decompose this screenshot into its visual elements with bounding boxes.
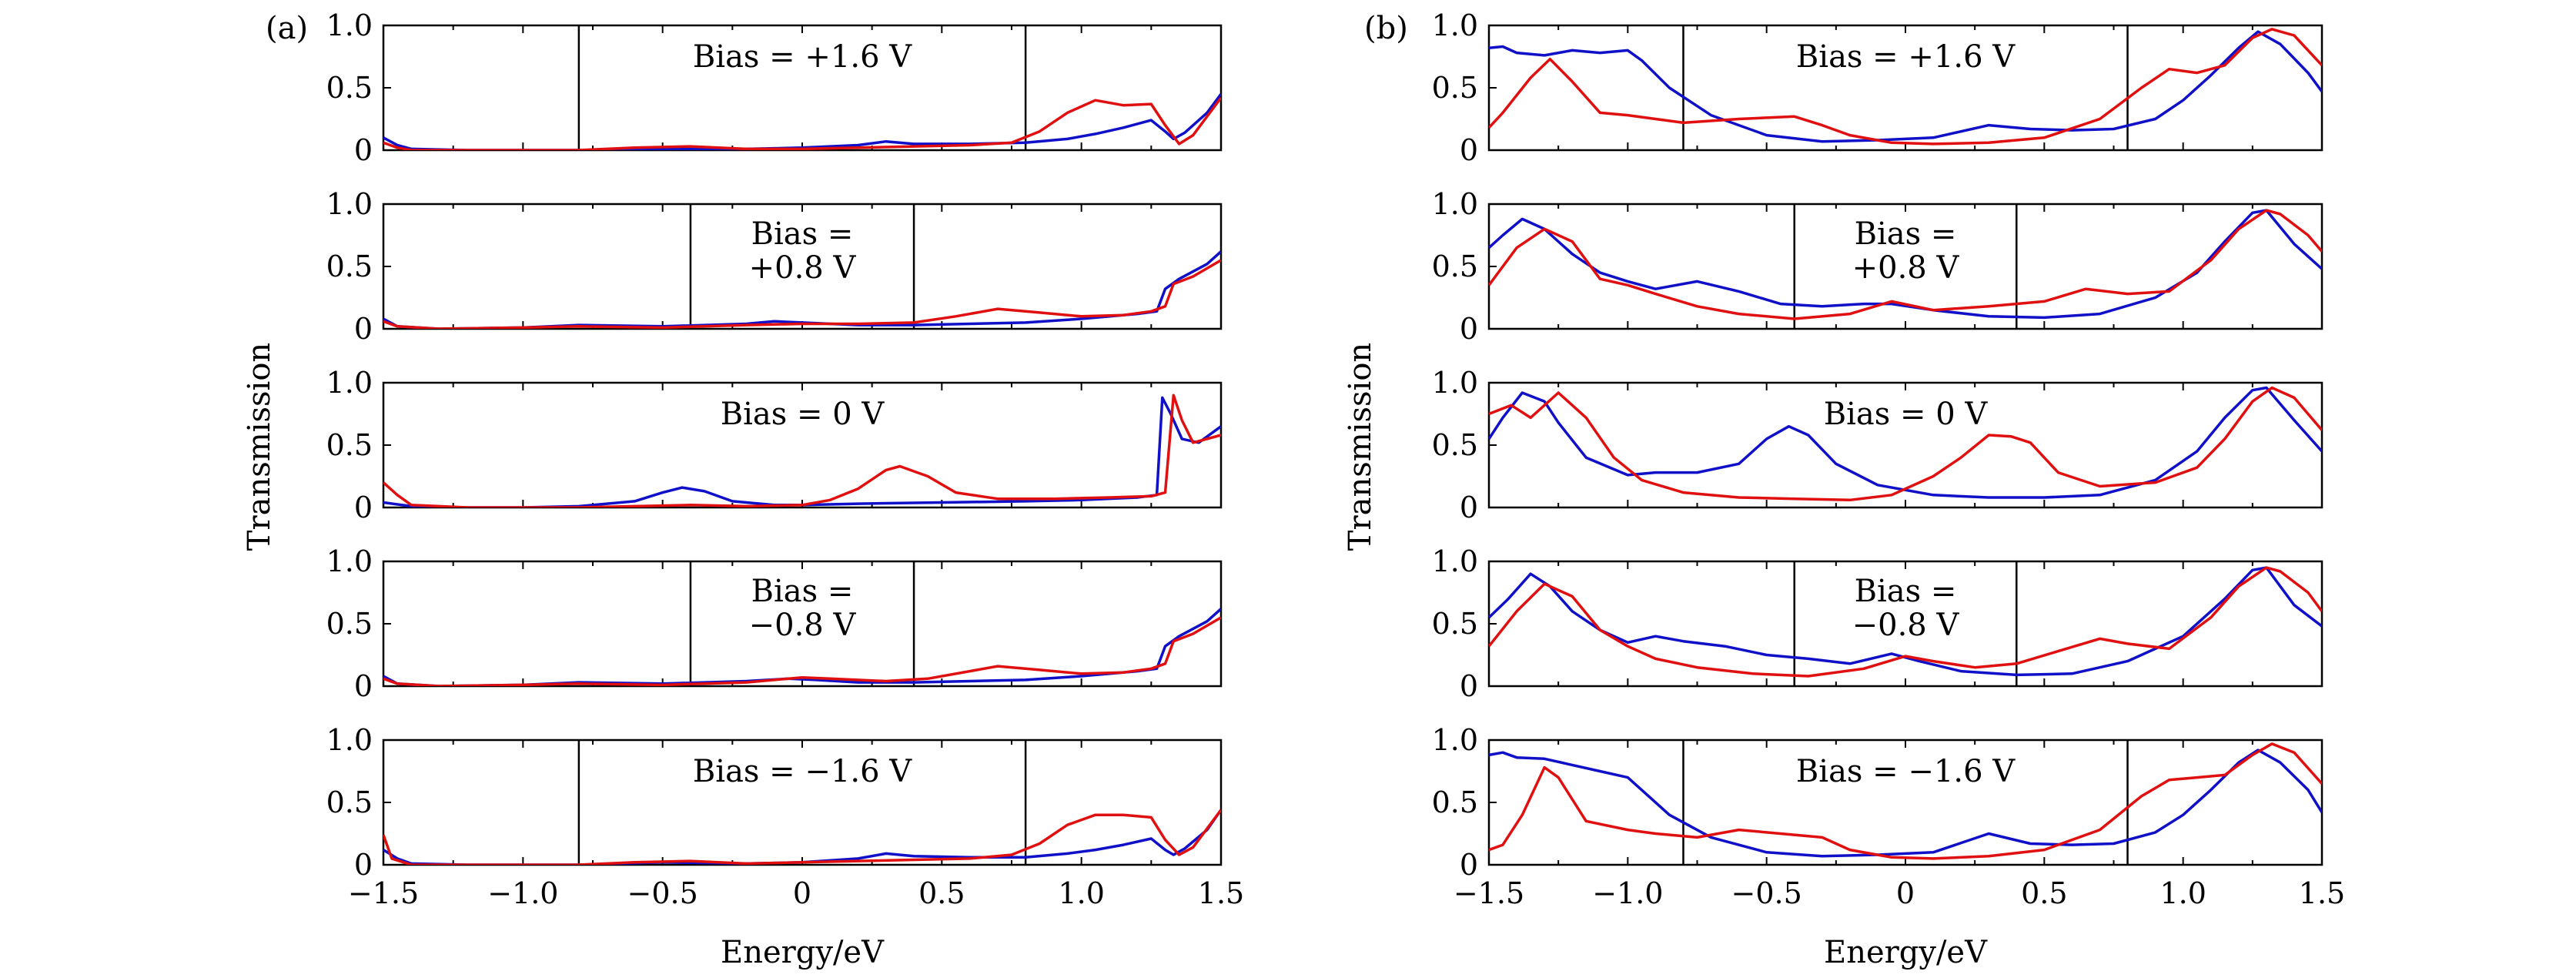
series-line-red: [383, 259, 1221, 329]
y-tick-label: 0: [354, 669, 373, 703]
series-line-red: [1489, 28, 2322, 146]
series-line-blue: [383, 93, 1221, 150]
bias-label: Bias = +1.6 V: [693, 39, 912, 75]
y-tick-label: 0: [1460, 312, 1478, 346]
y-tick-label: 0: [354, 133, 373, 167]
x-tick-label: 1.0: [2159, 876, 2206, 910]
y-tick-label: 1.0: [326, 723, 373, 757]
x-tick-label: −0.5: [1731, 876, 1802, 910]
x-tick-label: 1.0: [1058, 876, 1104, 910]
x-axis-title: Energy/eV: [721, 935, 885, 970]
y-tick-label: 0.5: [326, 71, 373, 105]
series-line-red: [383, 809, 1221, 865]
y-tick-label: 0.5: [1432, 428, 1478, 462]
y-axis-title: Transmission: [242, 343, 277, 551]
bias-label: Bias =: [1855, 574, 1957, 609]
series-line-red: [1489, 742, 2322, 860]
x-tick-label: 1.5: [2299, 876, 2345, 910]
subplot-2: 0 0.5 1.0 Bias =+0.8 V: [326, 187, 1223, 346]
x-tick-label: −1.0: [487, 876, 558, 910]
bias-label: Bias =: [751, 216, 854, 252]
subplot-4: 0 0.5 1.0 Bias =−0.8 V: [1432, 544, 2323, 703]
x-tick-label: −0.5: [627, 876, 698, 910]
y-tick-label: 0.5: [1432, 607, 1478, 641]
series-line-red: [1489, 386, 2322, 502]
y-tick-label: 0.5: [326, 428, 373, 462]
series-line-red: [1489, 566, 2322, 678]
subplot-1: 0 0.5 1.0 Bias = +1.6 V: [1432, 8, 2323, 167]
series-line-red: [383, 394, 1221, 507]
series-line-blue: [383, 809, 1221, 865]
bias-label: Bias = 0 V: [1824, 397, 1989, 432]
bias-label: −0.8 V: [1852, 608, 1960, 643]
y-tick-label: 0.5: [326, 607, 373, 641]
y-tick-label: 1.0: [1432, 187, 1478, 221]
y-tick-label: 0.5: [326, 785, 373, 819]
y-tick-label: 0.5: [1432, 71, 1478, 105]
y-tick-label: 1.0: [1432, 8, 1478, 42]
panel-b: (b) Transmission Energy/eV 0 0.5 1.0 Bias = +1…: [1343, 8, 2345, 970]
panel-a: (a) Transmission Energy/eV 0 0.5 1.0 Bias = +1…: [242, 8, 1244, 970]
bias-label: Bias = −1.6 V: [693, 754, 912, 789]
subplot-1: 0 0.5 1.0 Bias = +1.6 V: [326, 8, 1223, 167]
y-tick-label: 0.5: [1432, 785, 1478, 819]
x-tick-label: −1.5: [1454, 876, 1524, 910]
y-tick-label: 0: [354, 491, 373, 524]
y-tick-label: 0: [354, 848, 373, 882]
bias-label: +0.8 V: [749, 250, 857, 286]
y-tick-label: 0.5: [326, 250, 373, 283]
y-tick-label: 1.0: [326, 8, 373, 42]
series-line-blue: [1489, 30, 2322, 143]
x-tick-label: 0: [1896, 876, 1915, 910]
x-tick-label: −1.0: [1592, 876, 1663, 910]
bias-label: Bias =: [751, 574, 854, 609]
series-line-blue: [1489, 566, 2322, 677]
panel-tag: (a): [266, 11, 308, 46]
y-tick-label: 0: [1460, 133, 1478, 167]
y-tick-label: 1.0: [1432, 723, 1478, 757]
subplot-4: 0 0.5 1.0 Bias =−0.8 V: [326, 544, 1223, 703]
subplot-5: 0 0.5 1.0 Bias = −1.6 V −1.5 −1.0 −0.5 0 0.5 1.0 1…: [326, 723, 1245, 910]
series-line-blue: [1489, 209, 2322, 320]
x-tick-label: −1.5: [348, 876, 419, 910]
x-tick-label: 0.5: [918, 876, 965, 910]
x-tick-label: 0: [793, 876, 811, 910]
y-axis-title: Transmission: [1343, 343, 1378, 551]
bias-label: −0.8 V: [749, 608, 857, 643]
x-axis-title: Energy/eV: [1824, 935, 1988, 970]
subplot-3: 0 0.5 1.0 Bias = 0 V: [326, 366, 1223, 524]
y-tick-label: 0: [354, 312, 373, 346]
bias-label: +0.8 V: [1852, 250, 1960, 286]
series-line-red: [383, 616, 1221, 686]
y-tick-label: 1.0: [1432, 366, 1478, 400]
y-tick-label: 1.0: [1432, 544, 1478, 578]
y-tick-label: 1.0: [326, 366, 373, 400]
subplot-2: 0 0.5 1.0 Bias =+0.8 V: [1432, 187, 2323, 346]
y-tick-label: 0.5: [1432, 250, 1478, 283]
subplot-5: 0 0.5 1.0 Bias = −1.6 V −1.5 −1.0 −0.5 0 0.5 1.0 1…: [1432, 723, 2346, 910]
y-tick-label: 0: [1460, 669, 1478, 703]
x-tick-label: 1.5: [1198, 876, 1244, 910]
series-line-blue: [1489, 386, 2322, 499]
y-tick-label: 1.0: [326, 544, 373, 578]
bias-label: Bias = +1.6 V: [1796, 39, 2016, 75]
panel-tag: (b): [1364, 11, 1408, 46]
x-tick-label: 0.5: [2021, 876, 2067, 910]
series-line-red: [1489, 209, 2322, 320]
y-tick-label: 0: [1460, 848, 1478, 882]
y-tick-label: 0: [1460, 491, 1478, 524]
bias-label: Bias = 0 V: [721, 397, 885, 432]
subplot-3: 0 0.5 1.0 Bias = 0 V: [1432, 366, 2323, 524]
bias-label: Bias =: [1855, 216, 1957, 252]
y-tick-label: 1.0: [326, 187, 373, 221]
series-line-red: [383, 96, 1221, 150]
bias-label: Bias = −1.6 V: [1796, 754, 2016, 789]
